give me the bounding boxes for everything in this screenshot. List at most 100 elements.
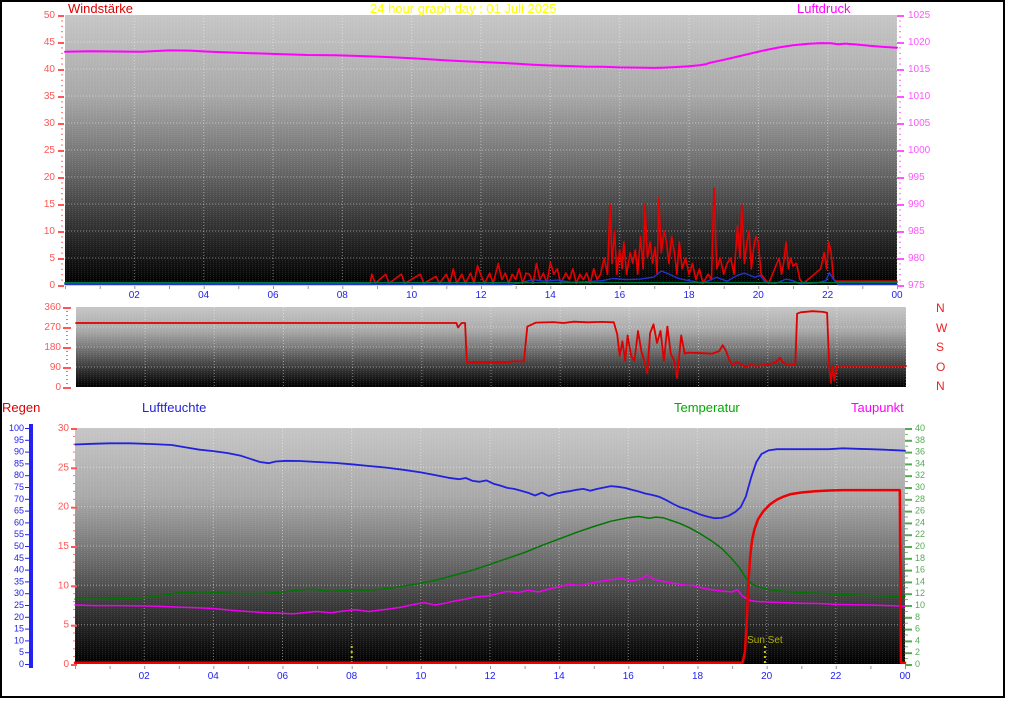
wind-axis-title: Windstärke (68, 1, 134, 16)
svg-text:0: 0 (63, 659, 69, 670)
top-wind_gusts_red (64, 187, 898, 285)
svg-text:15: 15 (14, 624, 24, 634)
svg-text:15: 15 (58, 541, 70, 552)
svg-text:20: 20 (58, 502, 70, 513)
svg-text:16: 16 (915, 565, 925, 575)
svg-text:1000: 1000 (908, 145, 931, 156)
svg-text:30: 30 (915, 482, 925, 492)
svg-text:10: 10 (14, 635, 24, 645)
svg-text:20: 20 (915, 541, 925, 551)
svg-text:60: 60 (14, 517, 24, 527)
svg-text:85: 85 (14, 458, 24, 468)
svg-text:0: 0 (915, 659, 920, 669)
svg-text:32: 32 (915, 470, 925, 480)
svg-text:04: 04 (208, 671, 220, 682)
svg-text:180: 180 (44, 342, 61, 353)
svg-text:26: 26 (915, 506, 925, 516)
svg-text:02: 02 (139, 671, 151, 682)
svg-text:18: 18 (683, 290, 695, 301)
svg-text:22: 22 (915, 529, 925, 539)
svg-text:12: 12 (484, 671, 496, 682)
svg-text:16: 16 (614, 290, 626, 301)
svg-text:10: 10 (406, 290, 418, 301)
pressure-axis-title: Luftdruck (797, 1, 851, 16)
svg-text:70: 70 (14, 494, 24, 504)
svg-text:50: 50 (14, 541, 24, 551)
svg-text:1025: 1025 (908, 10, 931, 21)
svg-text:34: 34 (915, 458, 925, 468)
compass-label-w: W (936, 320, 948, 335)
rain-humidity-temp-panel (75, 428, 905, 664)
wind-direction-panel (76, 307, 906, 387)
bot-rain_red (73, 488, 907, 665)
svg-text:5: 5 (19, 647, 24, 657)
svg-text:40: 40 (44, 64, 56, 75)
svg-text:04: 04 (198, 290, 210, 301)
svg-text:30: 30 (44, 118, 56, 129)
svg-text:0: 0 (19, 659, 24, 669)
svg-text:20: 20 (753, 290, 765, 301)
svg-text:80: 80 (14, 470, 24, 480)
page-title: 24 hour graph day : 01 Juli 2025 (370, 1, 557, 16)
bot-humidity_blue (74, 442, 906, 520)
svg-text:35: 35 (44, 91, 56, 102)
svg-text:40: 40 (915, 423, 925, 433)
rain-axis-title: Regen (2, 400, 41, 415)
svg-text:25: 25 (14, 600, 24, 610)
svg-text:25: 25 (58, 462, 70, 473)
svg-text:38: 38 (915, 435, 925, 445)
humidity-axis-title: Luftfeuchte (142, 400, 207, 415)
svg-text:28: 28 (915, 494, 925, 504)
svg-text:75: 75 (14, 482, 24, 492)
bot-dewpoint_magenta (74, 574, 906, 615)
svg-text:65: 65 (14, 506, 24, 516)
svg-text:990: 990 (908, 199, 925, 210)
window-border-frame (0, 0, 1005, 698)
compass-label-s: S (936, 340, 945, 355)
wind-pressure-panel (65, 15, 897, 285)
svg-text:1015: 1015 (908, 64, 931, 75)
svg-text:18: 18 (692, 671, 704, 682)
svg-text:18: 18 (915, 553, 925, 563)
compass-label-n-top: N (936, 301, 945, 315)
svg-text:02: 02 (129, 290, 141, 301)
svg-text:14: 14 (554, 671, 566, 682)
svg-text:40: 40 (14, 565, 24, 575)
compass-label-o: O (936, 359, 946, 374)
svg-text:20: 20 (761, 671, 773, 682)
svg-text:35: 35 (14, 576, 24, 586)
svg-text:50: 50 (44, 10, 56, 21)
svg-text:06: 06 (267, 290, 279, 301)
top-pressure_magenta (64, 42, 898, 69)
svg-text:22: 22 (830, 671, 842, 682)
svg-text:55: 55 (14, 529, 24, 539)
svg-text:20: 20 (14, 612, 24, 622)
svg-text:30: 30 (58, 423, 70, 434)
svg-text:5: 5 (49, 253, 55, 264)
compass-direction-labels: N W S O N (936, 302, 947, 400)
svg-text:975: 975 (908, 280, 925, 291)
svg-text:25: 25 (44, 145, 56, 156)
svg-text:0: 0 (49, 280, 55, 291)
svg-text:1005: 1005 (908, 118, 931, 129)
svg-text:14: 14 (545, 290, 557, 301)
svg-text:15: 15 (44, 199, 56, 210)
svg-text:1020: 1020 (908, 37, 931, 48)
svg-text:12: 12 (915, 588, 925, 598)
svg-text:1010: 1010 (908, 91, 931, 102)
svg-text:22: 22 (822, 290, 834, 301)
svg-text:08: 08 (346, 671, 358, 682)
svg-text:90: 90 (50, 362, 62, 373)
svg-text:08: 08 (337, 290, 349, 301)
svg-text:06: 06 (277, 671, 289, 682)
temperature-axis-title: Temperatur (674, 400, 740, 415)
mid-wind_direction_red (75, 310, 907, 384)
svg-text:985: 985 (908, 226, 925, 237)
bot-temperature_green (74, 515, 906, 600)
svg-text:00: 00 (891, 290, 903, 301)
svg-text:100: 100 (9, 423, 24, 433)
svg-text:10: 10 (415, 671, 427, 682)
svg-text:5: 5 (63, 620, 69, 631)
